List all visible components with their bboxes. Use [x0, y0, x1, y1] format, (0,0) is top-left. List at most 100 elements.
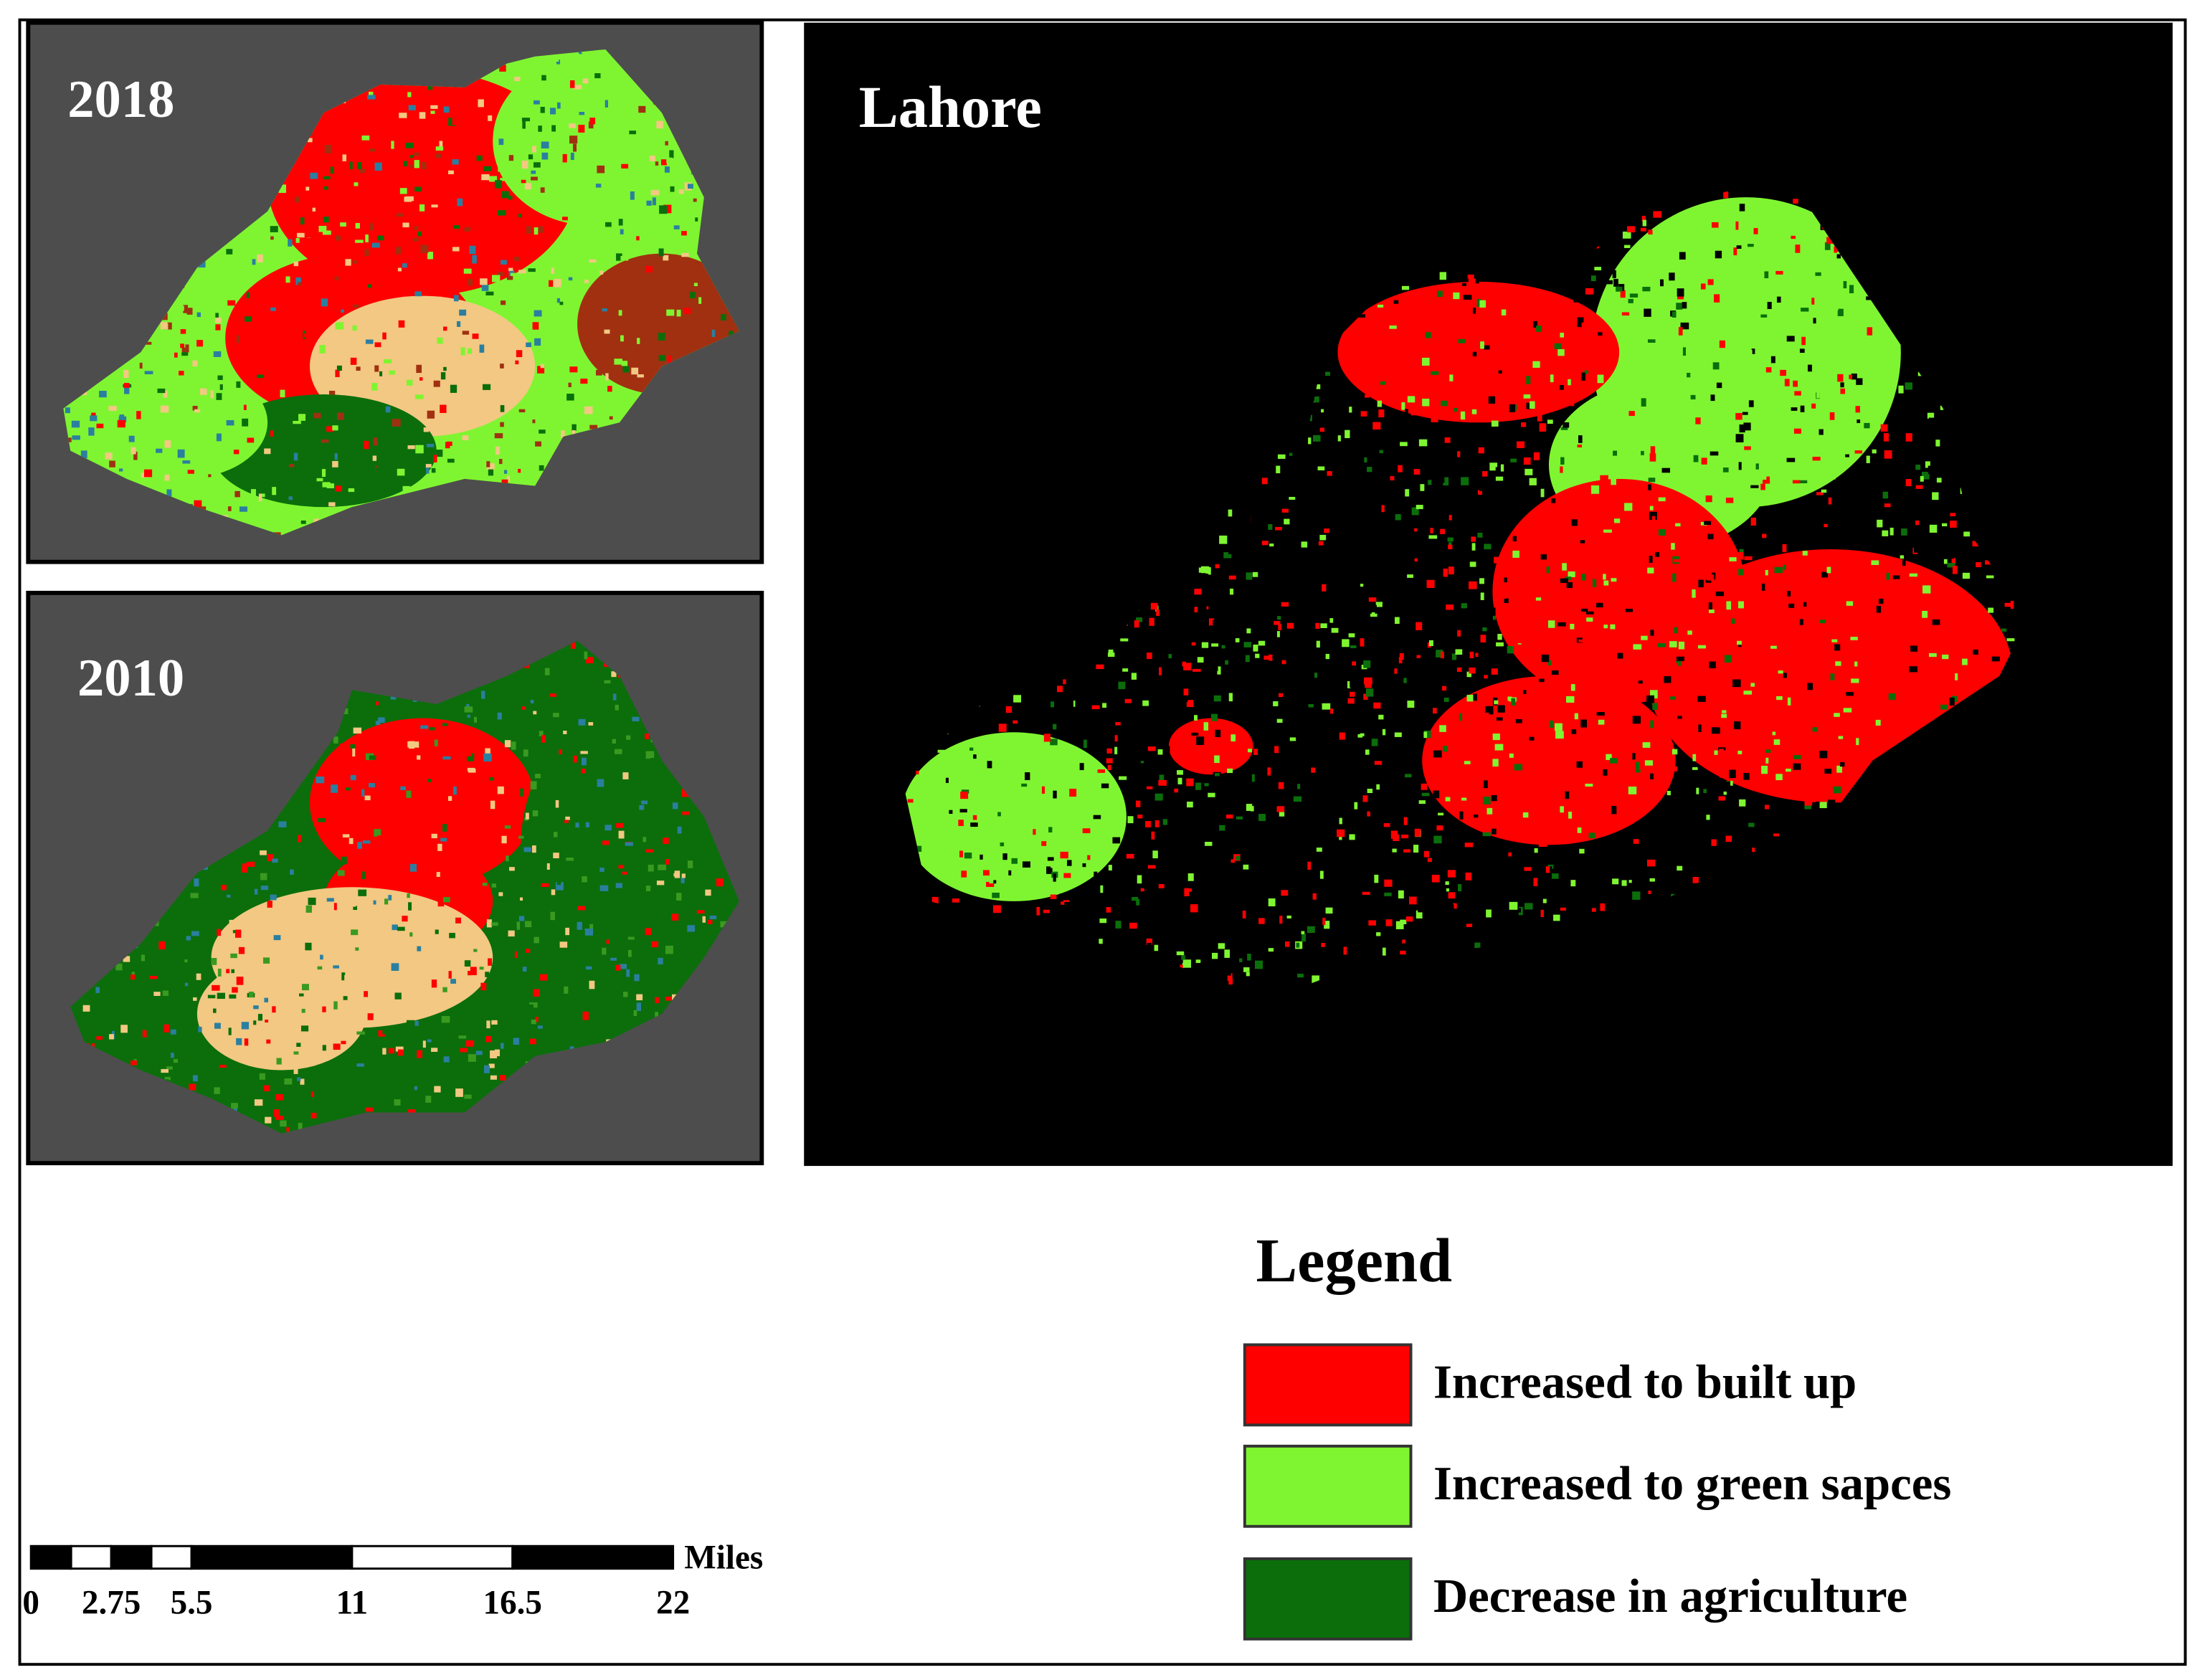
land-pixel	[1008, 870, 1012, 875]
land-pixel	[1083, 708, 1088, 714]
land-pixel	[1786, 457, 1796, 462]
land-pixel	[238, 946, 245, 954]
land-pixel	[556, 882, 564, 891]
land-pixel	[514, 76, 521, 82]
land-pixel	[630, 191, 635, 200]
land-pixel	[622, 871, 627, 875]
land-pixel	[1255, 653, 1260, 658]
land-pixel	[1313, 796, 1318, 803]
land-pixel	[1279, 693, 1284, 698]
land-pixel	[1436, 650, 1443, 658]
land-pixel	[1418, 891, 1424, 897]
land-pixel	[1276, 465, 1281, 474]
land-pixel	[1601, 402, 1610, 410]
land-pixel	[523, 847, 532, 853]
legend-swatch	[1243, 1557, 1413, 1641]
scale-tick-label: 2.75	[82, 1584, 141, 1621]
land-pixel	[1236, 855, 1241, 860]
land-pixel	[605, 373, 609, 381]
land-pixel	[480, 278, 488, 285]
land-pixel	[1045, 701, 1050, 706]
land-pixel	[1577, 317, 1584, 323]
land-pixel	[1468, 581, 1477, 589]
land-pixel	[1478, 447, 1484, 454]
land-pixel	[192, 406, 198, 411]
land-pixel	[377, 945, 384, 954]
land-pixel	[1597, 735, 1603, 744]
land-pixel	[518, 213, 522, 218]
land-pixel	[1641, 343, 1646, 350]
land-pixel	[1191, 732, 1199, 736]
land-pixel	[1225, 660, 1228, 665]
land-pixel	[1303, 632, 1311, 637]
land-pixel	[496, 272, 505, 276]
land-pixel	[194, 878, 199, 887]
land-pixel	[1511, 392, 1515, 399]
land-pixel	[1845, 762, 1851, 767]
land-pixel	[1880, 424, 1888, 432]
land-pixel	[1048, 827, 1053, 833]
land-pixel	[595, 369, 602, 376]
land-pixel	[445, 1071, 450, 1078]
land-pixel	[683, 808, 692, 814]
land-pixel	[1697, 539, 1704, 546]
land-pixel	[1463, 295, 1472, 300]
land-pixel	[1581, 372, 1585, 381]
land-pixel	[1362, 795, 1368, 802]
land-pixel	[468, 348, 473, 354]
land-pixel	[1075, 917, 1083, 923]
land-pixel	[1680, 322, 1689, 330]
land-pixel	[1848, 336, 1854, 342]
land-pixel	[1150, 602, 1158, 610]
land-pixel	[1985, 560, 1991, 565]
land-pixel	[1665, 799, 1674, 808]
land-pixel	[1568, 379, 1571, 386]
land-pixel	[442, 756, 451, 760]
land-pixel	[1496, 717, 1503, 721]
land-pixel	[1649, 511, 1657, 520]
land-pixel	[1580, 719, 1588, 728]
scale-tick-label: 16.5	[483, 1584, 542, 1621]
scale-segment	[190, 1544, 354, 1570]
land-pixel	[1252, 571, 1258, 577]
land-pixel	[693, 283, 698, 287]
land-pixel	[530, 423, 539, 432]
land-pixel	[421, 161, 427, 170]
land-pixel	[409, 932, 413, 937]
land-pixel	[1013, 695, 1022, 703]
land-pixel	[425, 464, 432, 468]
land-pixel	[1622, 231, 1631, 239]
land-pixel	[151, 404, 155, 412]
land-pixel	[439, 141, 443, 148]
land-pixel	[1301, 934, 1307, 942]
land-pixel	[414, 226, 418, 230]
land-pixel	[1280, 909, 1286, 915]
land-pixel	[99, 391, 107, 398]
land-pixel	[1849, 285, 1854, 294]
land-pixel	[1099, 939, 1103, 944]
land-pixel	[1940, 704, 1948, 710]
land-pixel	[318, 818, 326, 822]
land-pixel	[228, 1028, 232, 1035]
land-pixel	[1550, 374, 1554, 383]
land-pixel	[656, 881, 665, 886]
land-pixel	[645, 886, 651, 891]
land-pixel	[1836, 765, 1842, 773]
land-pixel	[1215, 729, 1221, 737]
land-pixel	[1258, 640, 1266, 646]
land-pixel	[470, 224, 476, 232]
land-pixel	[275, 1116, 284, 1120]
land-pixel	[136, 411, 141, 419]
land-pixel	[1378, 409, 1385, 418]
land-pixel	[569, 80, 575, 88]
land-pixel	[681, 877, 685, 883]
land-pixel	[1384, 892, 1392, 896]
land-pixel	[1443, 477, 1449, 486]
land-pixel	[369, 755, 376, 760]
land-pixel	[1485, 706, 1494, 715]
land-pixel	[1136, 617, 1143, 622]
land-pixel	[1403, 402, 1408, 405]
land-pixel	[543, 266, 551, 275]
land-pixel	[1641, 215, 1646, 222]
land-pixel	[298, 282, 301, 285]
